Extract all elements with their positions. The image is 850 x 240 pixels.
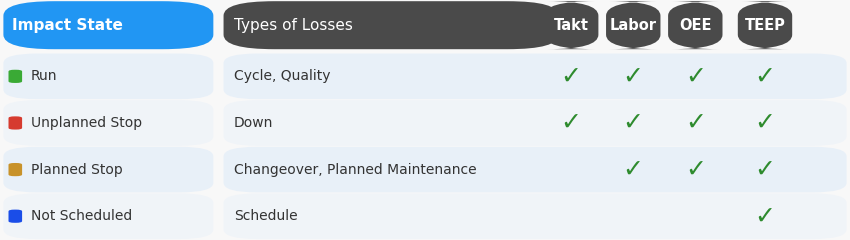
FancyBboxPatch shape: [544, 1, 598, 49]
Text: Run: Run: [31, 69, 57, 83]
Text: Types of Losses: Types of Losses: [234, 18, 353, 33]
Text: Unplanned Stop: Unplanned Stop: [31, 116, 142, 130]
FancyBboxPatch shape: [738, 1, 792, 49]
Text: ✓: ✓: [685, 158, 706, 182]
FancyBboxPatch shape: [224, 54, 847, 99]
Text: Changeover, Planned Maintenance: Changeover, Planned Maintenance: [234, 162, 476, 177]
Text: ✓: ✓: [561, 111, 581, 135]
Text: ✓: ✓: [755, 204, 775, 228]
Text: ✓: ✓: [755, 64, 775, 88]
Text: ✓: ✓: [755, 111, 775, 135]
FancyBboxPatch shape: [8, 116, 22, 130]
Text: ✓: ✓: [623, 158, 643, 182]
FancyBboxPatch shape: [3, 1, 213, 49]
Text: Not Scheduled: Not Scheduled: [31, 209, 132, 223]
FancyBboxPatch shape: [668, 1, 722, 49]
Text: ✓: ✓: [561, 64, 581, 88]
Text: ✓: ✓: [755, 158, 775, 182]
Text: Takt: Takt: [553, 18, 589, 33]
FancyBboxPatch shape: [8, 163, 22, 176]
Text: Planned Stop: Planned Stop: [31, 162, 122, 177]
Text: ✓: ✓: [623, 111, 643, 135]
Text: Schedule: Schedule: [234, 209, 298, 223]
Text: Cycle, Quality: Cycle, Quality: [234, 69, 331, 83]
FancyBboxPatch shape: [8, 210, 22, 223]
FancyBboxPatch shape: [8, 70, 22, 83]
FancyBboxPatch shape: [224, 1, 558, 49]
Text: Impact State: Impact State: [12, 18, 122, 33]
Text: ✓: ✓: [623, 64, 643, 88]
FancyBboxPatch shape: [224, 147, 847, 192]
Text: OEE: OEE: [679, 18, 711, 33]
FancyBboxPatch shape: [3, 147, 213, 192]
FancyBboxPatch shape: [3, 193, 213, 239]
Text: ✓: ✓: [685, 64, 706, 88]
FancyBboxPatch shape: [3, 54, 213, 99]
FancyBboxPatch shape: [224, 193, 847, 239]
FancyBboxPatch shape: [606, 1, 660, 49]
FancyBboxPatch shape: [224, 100, 847, 146]
Text: Down: Down: [234, 116, 273, 130]
Text: TEEP: TEEP: [745, 18, 785, 33]
Text: ✓: ✓: [685, 111, 706, 135]
Text: Labor: Labor: [609, 18, 657, 33]
FancyBboxPatch shape: [3, 100, 213, 146]
